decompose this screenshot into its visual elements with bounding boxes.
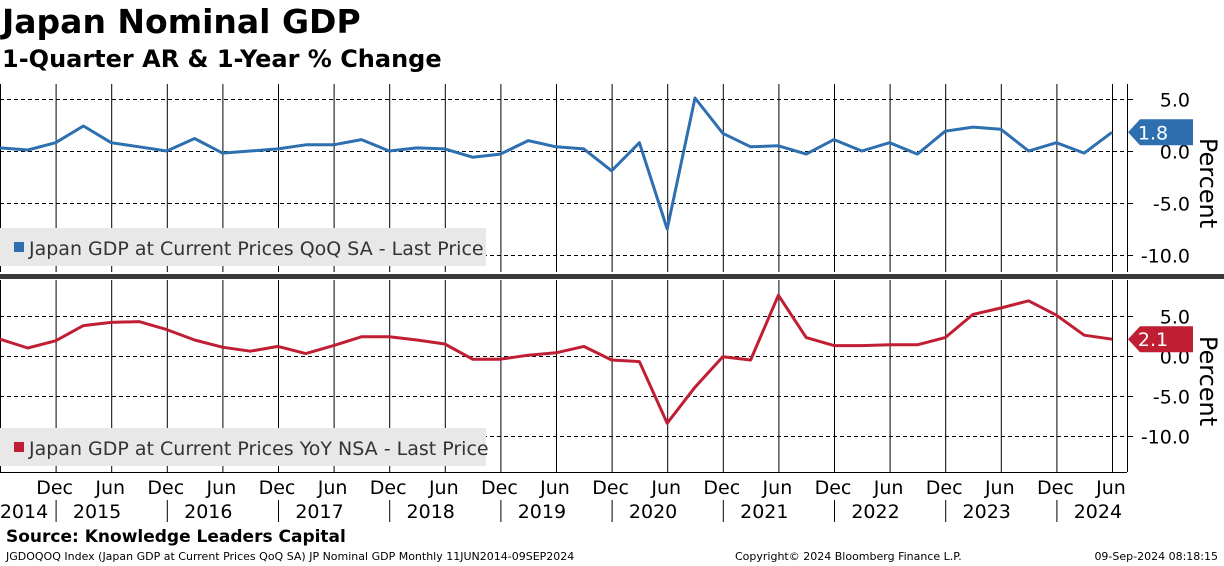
x-month-label: Jun: [94, 477, 125, 499]
chart-subtitle: 1-Quarter AR & 1-Year % Change: [2, 45, 442, 73]
qoq-ylabel: Percent: [1194, 138, 1222, 228]
qoq-legend-box: [0, 228, 486, 266]
x-year-label: 2021: [740, 501, 788, 523]
footer-ticker-info: JGDOQOQ Index (Japan GDP at Current Pric…: [6, 550, 575, 563]
x-year-label: 2022: [851, 501, 899, 523]
x-month-label: Dec: [592, 477, 629, 499]
footer-timestamp: 09-Sep-2024 08:18:15: [1094, 550, 1218, 563]
yoy-legend-swatch: [14, 442, 24, 452]
x-month-label: Jun: [428, 477, 459, 499]
x-month-label: Dec: [36, 477, 73, 499]
x-axis: Dec Jun Dec Jun Dec Jun Dec Jun Dec Jun Dec Jun Dec J…: [0, 274, 1224, 523]
x-year-label: 2020: [629, 501, 677, 523]
x-year-label: 2023: [963, 501, 1011, 523]
x-month-label: Dec: [147, 477, 184, 499]
yoy-legend-box: [0, 428, 486, 466]
yoy-ylabel: Percent: [1194, 336, 1222, 426]
qoq-ytick-label: -5.0: [1153, 194, 1190, 216]
x-year-label: 2019: [518, 501, 566, 523]
yoy-ytick-label: 5.0: [1160, 307, 1190, 329]
x-month-label: Jun: [206, 477, 237, 499]
yoy-legend-label: Japan GDP at Current Prices YoY NSA - La…: [28, 438, 489, 460]
chart-title: Japan Nominal GDP: [2, 2, 361, 41]
x-year-label: 2015: [73, 501, 121, 523]
qoq-last-value-tag: [1128, 119, 1193, 146]
qoq-legend-label: Japan GDP at Current Prices QoQ SA - Las…: [28, 238, 484, 260]
qoq-ytick-label: 5.0: [1160, 90, 1190, 112]
yoy-last-value-tag: [1128, 326, 1193, 353]
x-month-label: Dec: [370, 477, 407, 499]
x-year-label: 2024: [1074, 501, 1122, 523]
source-note: Source: Knowledge Leaders Capital: [6, 527, 346, 547]
qoq-ytick-label: 0.0: [1160, 142, 1190, 164]
x-month-label: Jun: [317, 477, 348, 499]
qoq-legend-swatch: [14, 242, 24, 252]
x-year-label: 2018: [407, 501, 455, 523]
qoq-ytick-label: -10.0: [1141, 246, 1190, 268]
x-month-label: Dec: [815, 477, 852, 499]
yoy-last-value-label: 2.1: [1138, 329, 1168, 351]
x-year-label: 2014: [0, 501, 48, 523]
x-month-label: Dec: [259, 477, 296, 499]
qoq-last-value-label: 1.8: [1138, 122, 1168, 144]
yoy-ytick-label: -10.0: [1141, 427, 1190, 449]
x-year-label: 2017: [295, 501, 343, 523]
x-month-label: Jun: [762, 477, 793, 499]
x-month-label: Jun: [650, 477, 681, 499]
x-month-label: Jun: [1095, 477, 1126, 499]
yoy-ytick-label: -5.0: [1153, 387, 1190, 409]
footer-copyright: Copyright© 2024 Bloomberg Finance L.P.: [735, 550, 962, 563]
panel-separator: [0, 274, 1224, 279]
x-month-label: Dec: [481, 477, 518, 499]
x-month-label: Jun: [984, 477, 1015, 499]
x-month-label: Jun: [539, 477, 570, 499]
x-month-label: Dec: [703, 477, 740, 499]
x-year-label: 2016: [184, 501, 232, 523]
x-month-label: Dec: [1037, 477, 1074, 499]
x-month-label: Dec: [926, 477, 963, 499]
x-month-label: Jun: [873, 477, 904, 499]
